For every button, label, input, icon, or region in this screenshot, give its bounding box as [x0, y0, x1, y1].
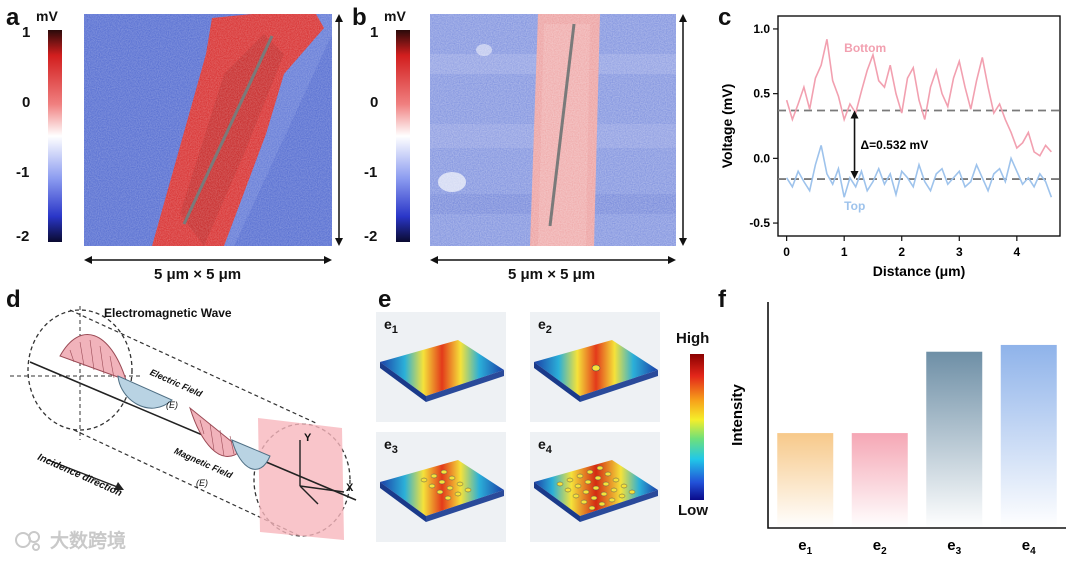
line-profile-a: [182, 35, 274, 225]
sim-tile-e3: e3: [376, 432, 506, 542]
chart-c-series-top: [785, 145, 1053, 198]
chart-c-delta-arrowheads: [850, 110, 859, 180]
colorbar-a-tick-m1: -1: [16, 164, 30, 181]
chart-c-legend-top: Top: [844, 199, 865, 213]
sim-tile-e2: e2: [530, 312, 660, 422]
magnetic-field-symbol: (E): [196, 478, 208, 488]
scale-arrow-a: [84, 252, 332, 264]
chart-c-legend-bottom: Bottom: [844, 41, 886, 55]
colorbar-a-tick-1: 1: [22, 24, 31, 41]
colorbar-e-low: Low: [678, 502, 708, 519]
watermark-text: 大数跨境: [50, 530, 127, 552]
chart-c-xtick-label: 1: [841, 245, 848, 259]
vertical-arrow-a: [334, 14, 344, 246]
chart-c-series-bottom: [785, 39, 1052, 157]
sim-tile-e1: e1: [376, 312, 506, 422]
colorbar-e-high: High: [676, 330, 710, 347]
axis-y-label: Y: [304, 432, 312, 444]
sim-tile-e1-label: e1: [384, 316, 398, 336]
em-wave-title: Electromagnetic Wave: [104, 306, 232, 320]
vertical-arrow-b: [678, 14, 688, 246]
chart-f-bar-2: [851, 433, 908, 528]
scale-arrow-b: [430, 252, 676, 264]
panel-e-label: e: [378, 286, 392, 313]
colorbar-b-tick-1: 1: [370, 24, 379, 41]
panel-d-label: d: [6, 286, 21, 313]
chart-f-category-label: e3: [947, 537, 961, 557]
chart-c-ylabel: Voltage (mV): [719, 84, 735, 169]
electric-field-symbol: (E): [166, 400, 178, 410]
colorbar-a-tick-m2: -2: [16, 228, 30, 245]
line-chart-c: 0 1 2 3 4 1.0 0.5 0.0 -0.5 Δ=0.532 mV Bottom Top Dis…: [710, 0, 1080, 290]
sim-tile-e4-label: e4: [538, 436, 552, 456]
chart-c-ytick-label: 1.0: [753, 22, 770, 36]
chart-f-bar-3: [926, 351, 983, 528]
colorbar-a: [48, 30, 62, 242]
chart-c-xlabel: Distance (μm): [873, 263, 966, 279]
panel-f-label: f: [718, 286, 726, 313]
chart-c-ytick-label: -0.5: [749, 216, 770, 230]
chart-c-annotation: Δ=0.532 mV: [861, 138, 929, 152]
chart-c-ytick-label: 0.0: [753, 151, 770, 165]
scale-label-a: 5 μm × 5 μm: [154, 266, 242, 283]
sim-tile-e3-label: e3: [384, 436, 398, 456]
scale-label-b: 5 μm × 5 μm: [508, 266, 596, 283]
chart-c-frame: [777, 15, 1061, 237]
axis-x-label: X: [346, 482, 354, 494]
watermark: 大数跨境: [14, 526, 126, 553]
chart-c-ytick-label: 0.5: [753, 87, 770, 101]
chart-c-xtick-label: 3: [956, 245, 963, 259]
colorbar-e: [690, 354, 704, 500]
colorbar-b-tick-m2: -2: [364, 228, 378, 245]
watermark-logo-icon: [15, 530, 40, 551]
colorbar-b: [396, 30, 410, 242]
line-profile-b: [548, 23, 576, 227]
chart-c-xtick-label: 2: [898, 245, 905, 259]
panel-c-label: c: [718, 4, 732, 31]
chart-c-xtick-label: 0: [783, 245, 790, 259]
colorbar-b-unit: mV: [384, 8, 406, 24]
kpfm-map-b: [430, 14, 676, 246]
chart-f-category-label: e4: [1022, 537, 1036, 557]
bar-chart-f: e1 e2 e3 e4 Intensity: [716, 290, 1080, 559]
colorbar-a-tick-0: 0: [22, 94, 31, 111]
colorbar-a-unit: mV: [36, 8, 58, 24]
sim-tile-e2-label: e2: [538, 316, 552, 336]
sim-tile-e4: e4: [530, 432, 660, 542]
chart-f-category-label: e2: [873, 537, 887, 557]
chart-f-ylabel: Intensity: [729, 384, 746, 446]
chart-f-bar-4: [1000, 344, 1057, 528]
chart-c-xtick-label: 4: [1013, 245, 1020, 259]
chart-f-bar-1: [777, 433, 834, 528]
panel-b-label: b: [352, 4, 367, 31]
chart-f-category-label: e1: [798, 537, 812, 557]
em-wave-diagram: [0, 290, 370, 550]
panel-a-label: a: [6, 4, 20, 31]
colorbar-b-tick-0: 0: [370, 94, 379, 111]
kpfm-map-a: [84, 14, 332, 246]
colorbar-b-tick-m1: -1: [364, 164, 378, 181]
